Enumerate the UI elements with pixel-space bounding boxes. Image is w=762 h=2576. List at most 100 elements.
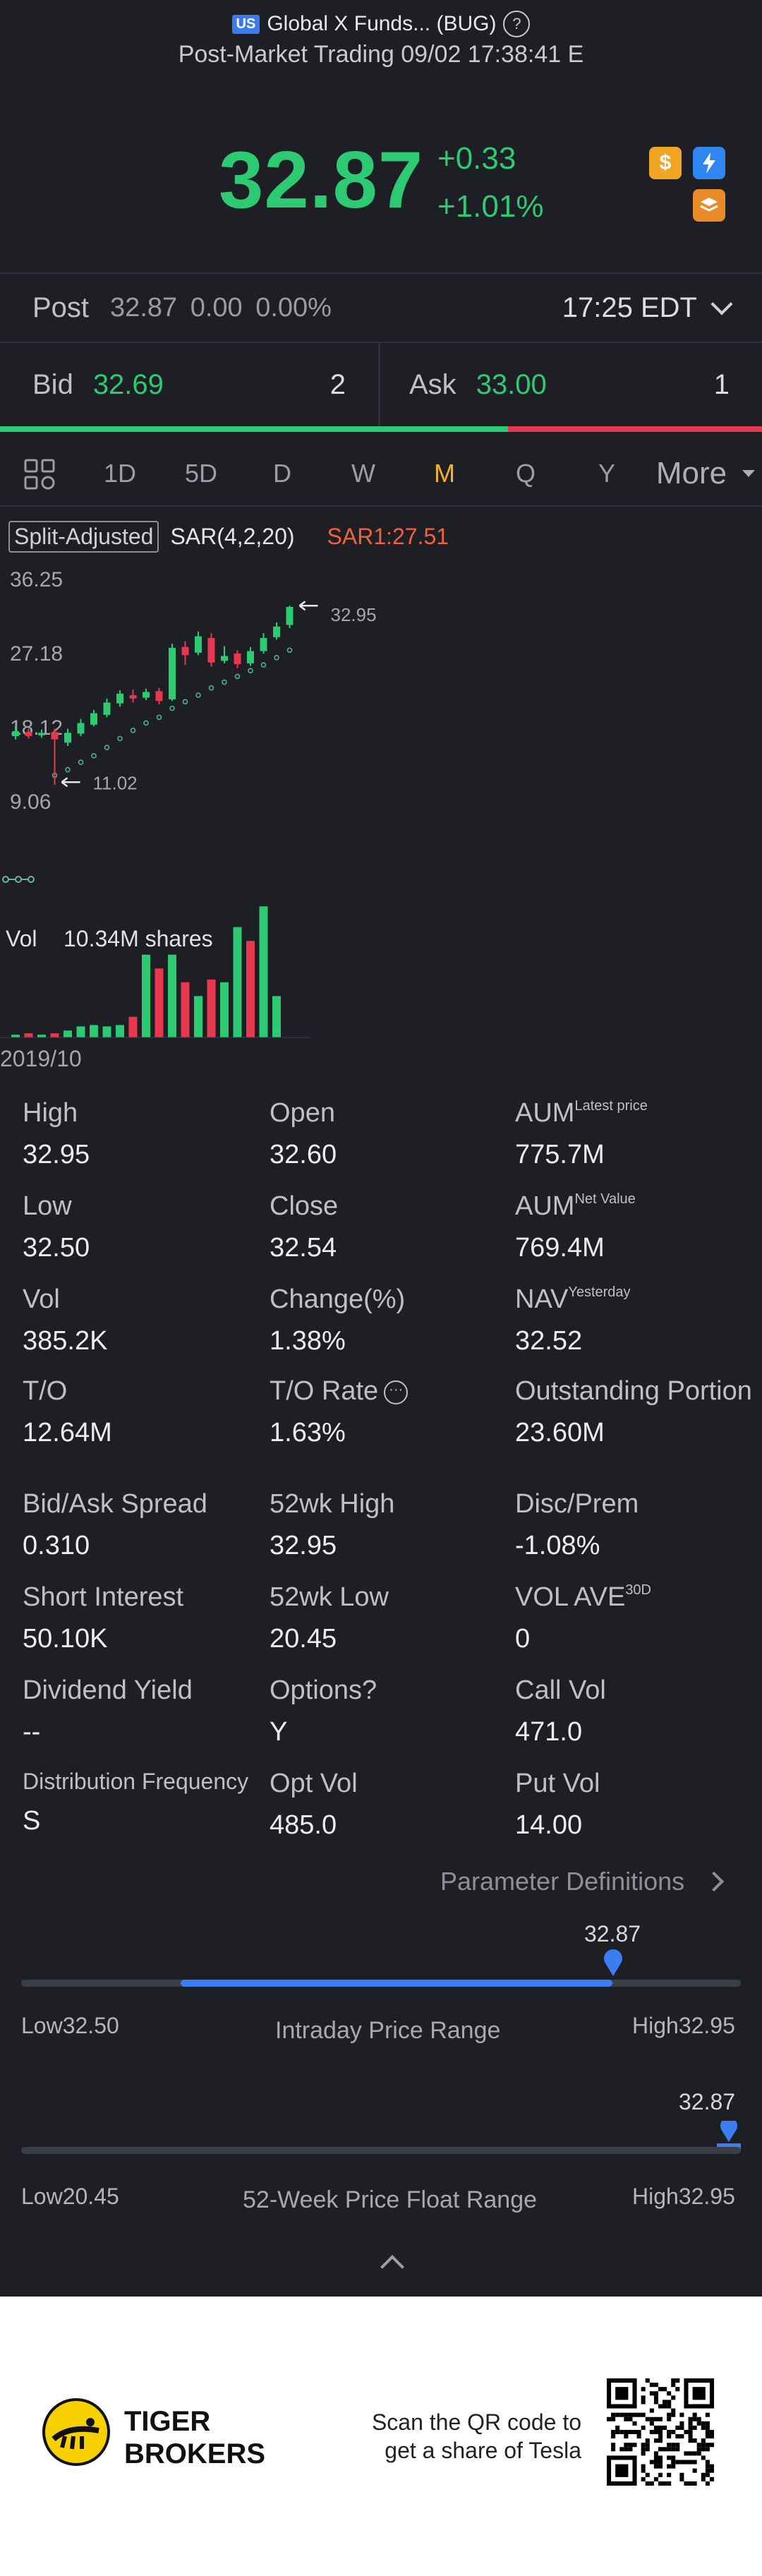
sar-dot — [274, 654, 279, 661]
stat-label: Disc/Prem — [515, 1489, 639, 1519]
stat-cell: Vol 385.2K — [23, 1284, 107, 1356]
volume-bar — [90, 1025, 98, 1037]
bid-size: 2 — [329, 368, 346, 400]
qr-module — [709, 2443, 714, 2448]
qr-module — [688, 2451, 693, 2456]
ask-cell[interactable]: Ask 33.00 1 — [381, 343, 762, 426]
qr-module — [653, 2416, 658, 2421]
stat-value: Y — [270, 1717, 288, 1747]
qr-module — [611, 2416, 616, 2421]
volume-bar — [259, 906, 268, 1037]
ticker-title[interactable]: Global X Funds... (BUG) — [267, 12, 497, 35]
chevron-right-icon[interactable] — [703, 1871, 725, 1892]
bid-ratio-bar — [0, 426, 508, 432]
parameter-definitions-link[interactable]: Parameter Definitions — [440, 1867, 685, 1896]
stat-label: T/O Rate ··· — [270, 1376, 409, 1407]
qr-module — [667, 2455, 672, 2460]
qr-module — [658, 2429, 663, 2435]
qr-module — [641, 2443, 646, 2448]
tab-1d[interactable]: 1D — [103, 459, 137, 488]
sar-dot — [234, 673, 241, 680]
qr-module — [705, 2481, 710, 2486]
stat-cell: Open 32.60 — [270, 1098, 337, 1170]
qr-module — [653, 2400, 658, 2405]
qr-module — [696, 2447, 701, 2452]
qr-module — [615, 2412, 620, 2417]
bid-cell[interactable]: Bid 32.69 2 — [0, 343, 378, 426]
layout-grid-icon[interactable] — [23, 457, 56, 491]
qr-module — [709, 2468, 714, 2473]
stat-label-text: T/O Rate — [270, 1376, 379, 1406]
qr-module — [641, 2425, 646, 2430]
brand-name: TIGER BROKERS — [124, 2405, 265, 2470]
qr-module — [688, 2438, 693, 2443]
qr-module — [628, 2447, 633, 2452]
dollar-icon[interactable]: $ — [649, 147, 682, 179]
tab-5d[interactable]: 5D — [184, 459, 218, 488]
qr-module — [667, 2434, 672, 2439]
tab-w[interactable]: W — [351, 459, 375, 488]
stat-value: 1.38% — [270, 1326, 346, 1356]
qr-module — [684, 2481, 689, 2486]
tab-more[interactable]: More — [655, 456, 727, 490]
stat-cell: Options? Y — [270, 1675, 377, 1747]
qr-module — [653, 2425, 658, 2430]
chevron-down-icon[interactable] — [710, 293, 733, 315]
qr-module — [692, 2451, 697, 2456]
flash-icon[interactable] — [693, 147, 725, 179]
stat-label: Put Vol — [515, 1769, 600, 1799]
stat-value: 0.310 — [23, 1531, 90, 1560]
tab-q[interactable]: Q — [515, 459, 536, 488]
volume-bar — [128, 1016, 138, 1037]
qr-module — [701, 2443, 706, 2448]
qr-module — [636, 2434, 641, 2439]
stat-cell: AUMNet Value 769.4M — [515, 1191, 636, 1263]
chevron-up-icon[interactable] — [380, 2255, 404, 2279]
stat-label: AUMNet Value — [515, 1191, 636, 1222]
qr-module — [636, 2412, 641, 2417]
candle-body — [195, 636, 202, 653]
qr-module — [645, 2416, 650, 2421]
candle-body — [103, 702, 111, 715]
tab-y[interactable]: Y — [598, 459, 616, 488]
qr-module — [679, 2434, 684, 2439]
stat-cell: Short Interest 50.10K — [23, 1582, 183, 1654]
stat-label: Low — [23, 1191, 90, 1222]
sar-dot — [78, 759, 84, 765]
indicator-toggle-icon[interactable] — [2, 876, 35, 883]
qr-module — [705, 2443, 710, 2448]
post-time: 17:25 EDT — [562, 291, 697, 323]
qr-module — [701, 2472, 706, 2477]
more-icon[interactable]: ··· — [384, 1380, 409, 1404]
y-tick-label: 36.25 — [10, 568, 63, 591]
stat-value: 14.00 — [515, 1810, 583, 1840]
sar-indicator-label[interactable]: SAR(4,2,20) — [170, 523, 295, 549]
stat-label: Open — [270, 1098, 337, 1128]
qr-module — [675, 2378, 680, 2383]
intraday-current-value: 32.87 — [584, 1921, 641, 1946]
split-adjusted-tag[interactable]: Split-Adjusted — [8, 520, 159, 553]
help-icon[interactable]: ? — [503, 11, 531, 37]
post-market-row[interactable]: Post 32.87 0.00 0.00% 17:25 EDT — [0, 275, 762, 340]
stat-cell: Disc/Prem -1.08% — [515, 1489, 639, 1561]
qr-module — [705, 2472, 710, 2477]
qr-module — [641, 2400, 646, 2405]
qr-module — [709, 2429, 714, 2435]
qr-module — [667, 2443, 672, 2448]
layers-icon[interactable] — [693, 189, 725, 222]
qr-module — [628, 2412, 633, 2417]
qr-module — [658, 2481, 663, 2486]
stat-label-text: VOL AVE — [515, 1582, 626, 1612]
ask-ratio-bar — [508, 426, 762, 432]
qr-module — [688, 2429, 693, 2435]
caret-down-icon[interactable] — [741, 469, 756, 479]
qr-module — [705, 2412, 710, 2417]
stat-cell: Low 32.50 — [23, 1191, 90, 1263]
candle-body — [38, 733, 45, 735]
ask-price: 33.00 — [476, 368, 547, 400]
stat-value: 385.2K — [23, 1326, 108, 1356]
sar-dot — [222, 679, 227, 685]
tab-d[interactable]: D — [273, 459, 291, 488]
tab-m[interactable]: M — [434, 459, 455, 488]
